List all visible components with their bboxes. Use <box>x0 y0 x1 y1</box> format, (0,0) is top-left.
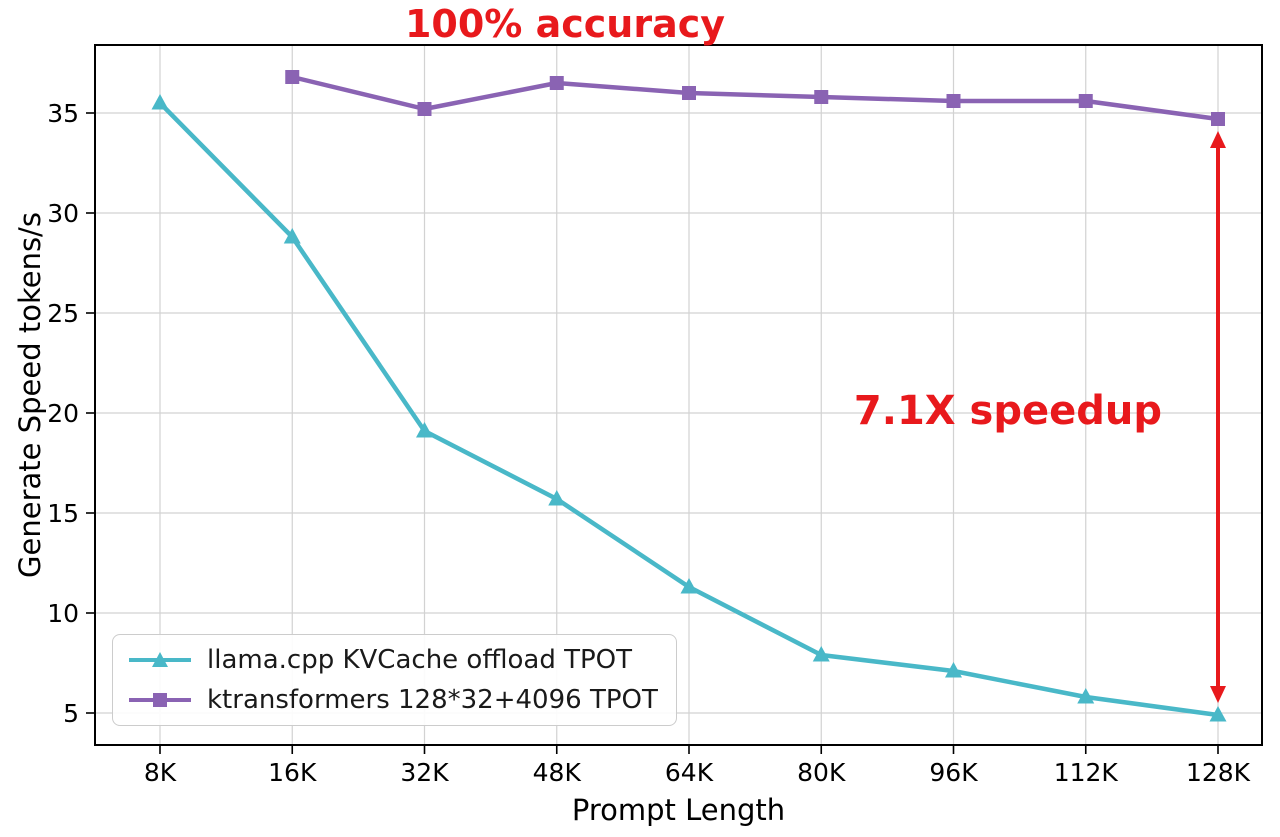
x-tick-label: 96K <box>929 758 978 787</box>
x-tick-label: 48K <box>533 758 582 787</box>
legend-label-llama: llama.cpp KVCache offload TPOT <box>207 645 632 675</box>
data-point-square <box>946 94 961 108</box>
gridlines <box>95 45 1262 745</box>
data-point-square <box>682 86 696 100</box>
legend-item-ktransformers: ktransformers 128*32+4096 TPOT <box>127 685 658 715</box>
data-point-triangle <box>945 662 962 678</box>
data-point-square <box>814 90 829 104</box>
y-axis-label: Generate Speed tokens/s <box>13 212 47 578</box>
chart-title-annotation: 100% accuracy <box>404 2 726 46</box>
plot-frame <box>94 44 1263 746</box>
x-tick-label: 16K <box>268 758 317 787</box>
data-point-square <box>1211 112 1225 126</box>
data-point-square <box>1078 94 1093 108</box>
y-tick-label: 15 <box>47 499 79 528</box>
data-point-triangle <box>151 94 169 110</box>
x-axis-label: Prompt Length <box>571 793 786 827</box>
x-tick-label: 112K <box>1054 758 1119 787</box>
x-tick-label: 80K <box>797 758 846 787</box>
y-tick-label: 20 <box>47 399 79 428</box>
x-tick-label: 32K <box>400 758 449 787</box>
x-tick-label: 128K <box>1186 758 1251 787</box>
data-point-triangle <box>812 646 830 662</box>
y-tick-label: 25 <box>47 299 79 328</box>
legend-marker-triangle-icon <box>129 652 191 667</box>
speedup-annotation: 7.1X speedup <box>853 388 1162 434</box>
y-tick-label: 30 <box>47 199 79 228</box>
data-point-triangle <box>680 578 698 594</box>
data-point-triangle <box>283 228 301 244</box>
data-point-square <box>417 102 432 116</box>
y-tick-label: 35 <box>47 99 79 128</box>
data-point-triangle <box>1077 688 1095 704</box>
data-point-square <box>285 70 300 84</box>
series-0 <box>151 94 1227 722</box>
legend-label-ktransformers: ktransformers 128*32+4096 TPOT <box>207 685 658 715</box>
legend: llama.cpp KVCache offload TPOT ktransfor… <box>112 634 677 726</box>
y-tick-label: 5 <box>63 699 79 728</box>
data-point-triangle <box>416 422 433 438</box>
data-point-triangle <box>1209 706 1227 722</box>
y-tick-label: 10 <box>47 599 79 628</box>
x-tick-label: 8K <box>144 758 177 787</box>
series-1 <box>285 70 1225 126</box>
data-point-square <box>549 76 564 90</box>
legend-item-llama: llama.cpp KVCache offload TPOT <box>127 645 658 675</box>
axis-ticks: 8K 16K 32K 48K 64K 80K 96K 112K 128K 5 10 15 20 25 30 3… <box>47 99 1250 787</box>
x-tick-label: 64K <box>665 758 714 787</box>
speedup-arrow <box>1210 131 1226 703</box>
data-point-triangle <box>548 490 566 506</box>
legend-marker-square-icon <box>129 693 191 707</box>
